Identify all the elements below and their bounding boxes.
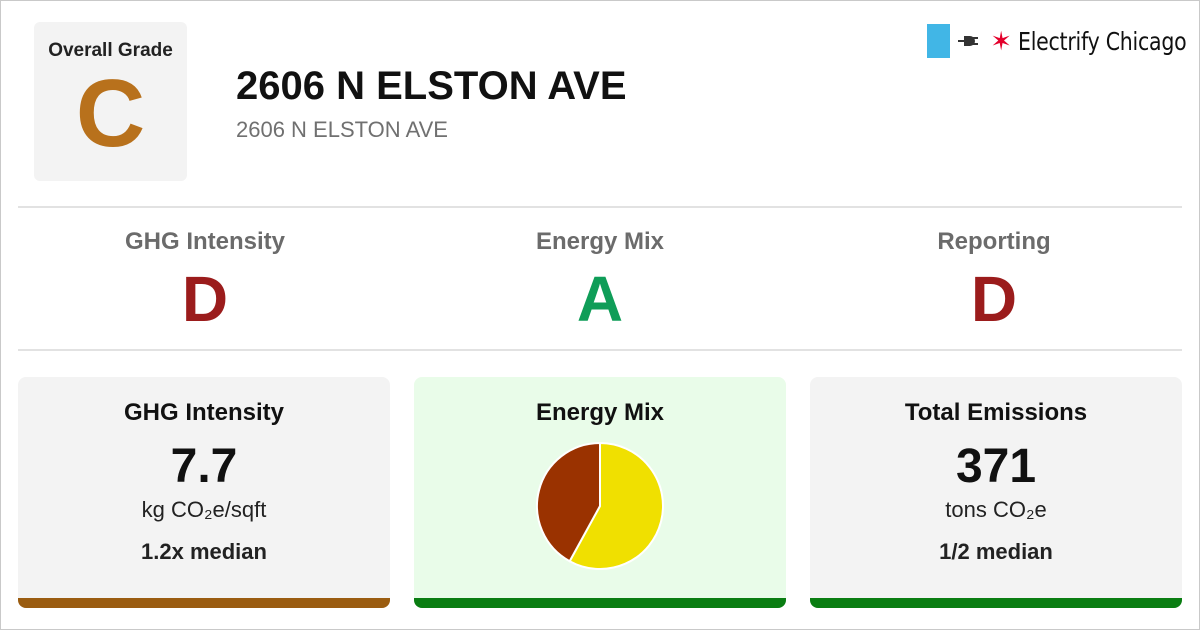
card-title: GHG Intensity [123, 399, 285, 426]
ghg-intensity-card: GHG Intensity 7.7 kg CO₂e/sqft 1.2x medi… [18, 377, 390, 608]
overall-grade-letter: C [75, 60, 146, 167]
category-label: GHG Intensity [124, 228, 286, 255]
category-label: Energy Mix [535, 228, 665, 255]
brand-logo[interactable]: ✶ Electrify Chicago [927, 24, 1187, 58]
overall-grade-label: Overall Grade [48, 40, 173, 61]
card-accent-bar [414, 598, 786, 608]
energy-mix-pie-chart [535, 441, 665, 571]
category-grade: A [576, 263, 624, 335]
building-address: 2606 N ELSTON AVE [236, 117, 448, 142]
energy-mix-card: Energy Mix [414, 377, 786, 608]
flag-stripe-icon [927, 24, 951, 58]
plug-icon [958, 33, 984, 49]
divider-top [18, 206, 1182, 208]
pie-slice-1 [536, 441, 601, 563]
card-title: Energy Mix [535, 399, 665, 426]
card-title: Total Emissions [904, 399, 1088, 426]
ghg-intensity-value: 7.7 [170, 440, 238, 493]
building-title: 2606 N ELSTON AVE [236, 64, 627, 108]
pie-slice-0 [568, 441, 664, 570]
ghg-intensity-unit: kg CO₂e/sqft [141, 497, 267, 522]
card-accent-bar [18, 598, 390, 608]
total-emissions-unit: tons CO₂e [945, 497, 1047, 522]
category-ghg-intensity: GHG Intensity D [25, 228, 385, 334]
total-emissions-card: Total Emissions 371 tons CO₂e 1/2 median [810, 377, 1182, 608]
category-label: Reporting [937, 228, 1051, 255]
pie-svg [536, 441, 664, 570]
category-grade: D [181, 263, 229, 335]
total-emissions-median: 1/2 median [939, 539, 1053, 564]
divider-middle [18, 349, 1182, 351]
total-emissions-value: 371 [955, 440, 1037, 493]
chicago-star-icon: ✶ [990, 26, 1012, 56]
category-energy-mix: Energy Mix A [420, 228, 780, 334]
overall-grade-box: Overall Grade C [34, 22, 187, 181]
category-reporting: Reporting D [814, 228, 1174, 334]
brand-name: Electrify Chicago [1018, 26, 1187, 56]
ghg-intensity-median: 1.2x median [141, 539, 267, 564]
category-grade: D [970, 263, 1018, 335]
card-accent-bar [810, 598, 1182, 608]
